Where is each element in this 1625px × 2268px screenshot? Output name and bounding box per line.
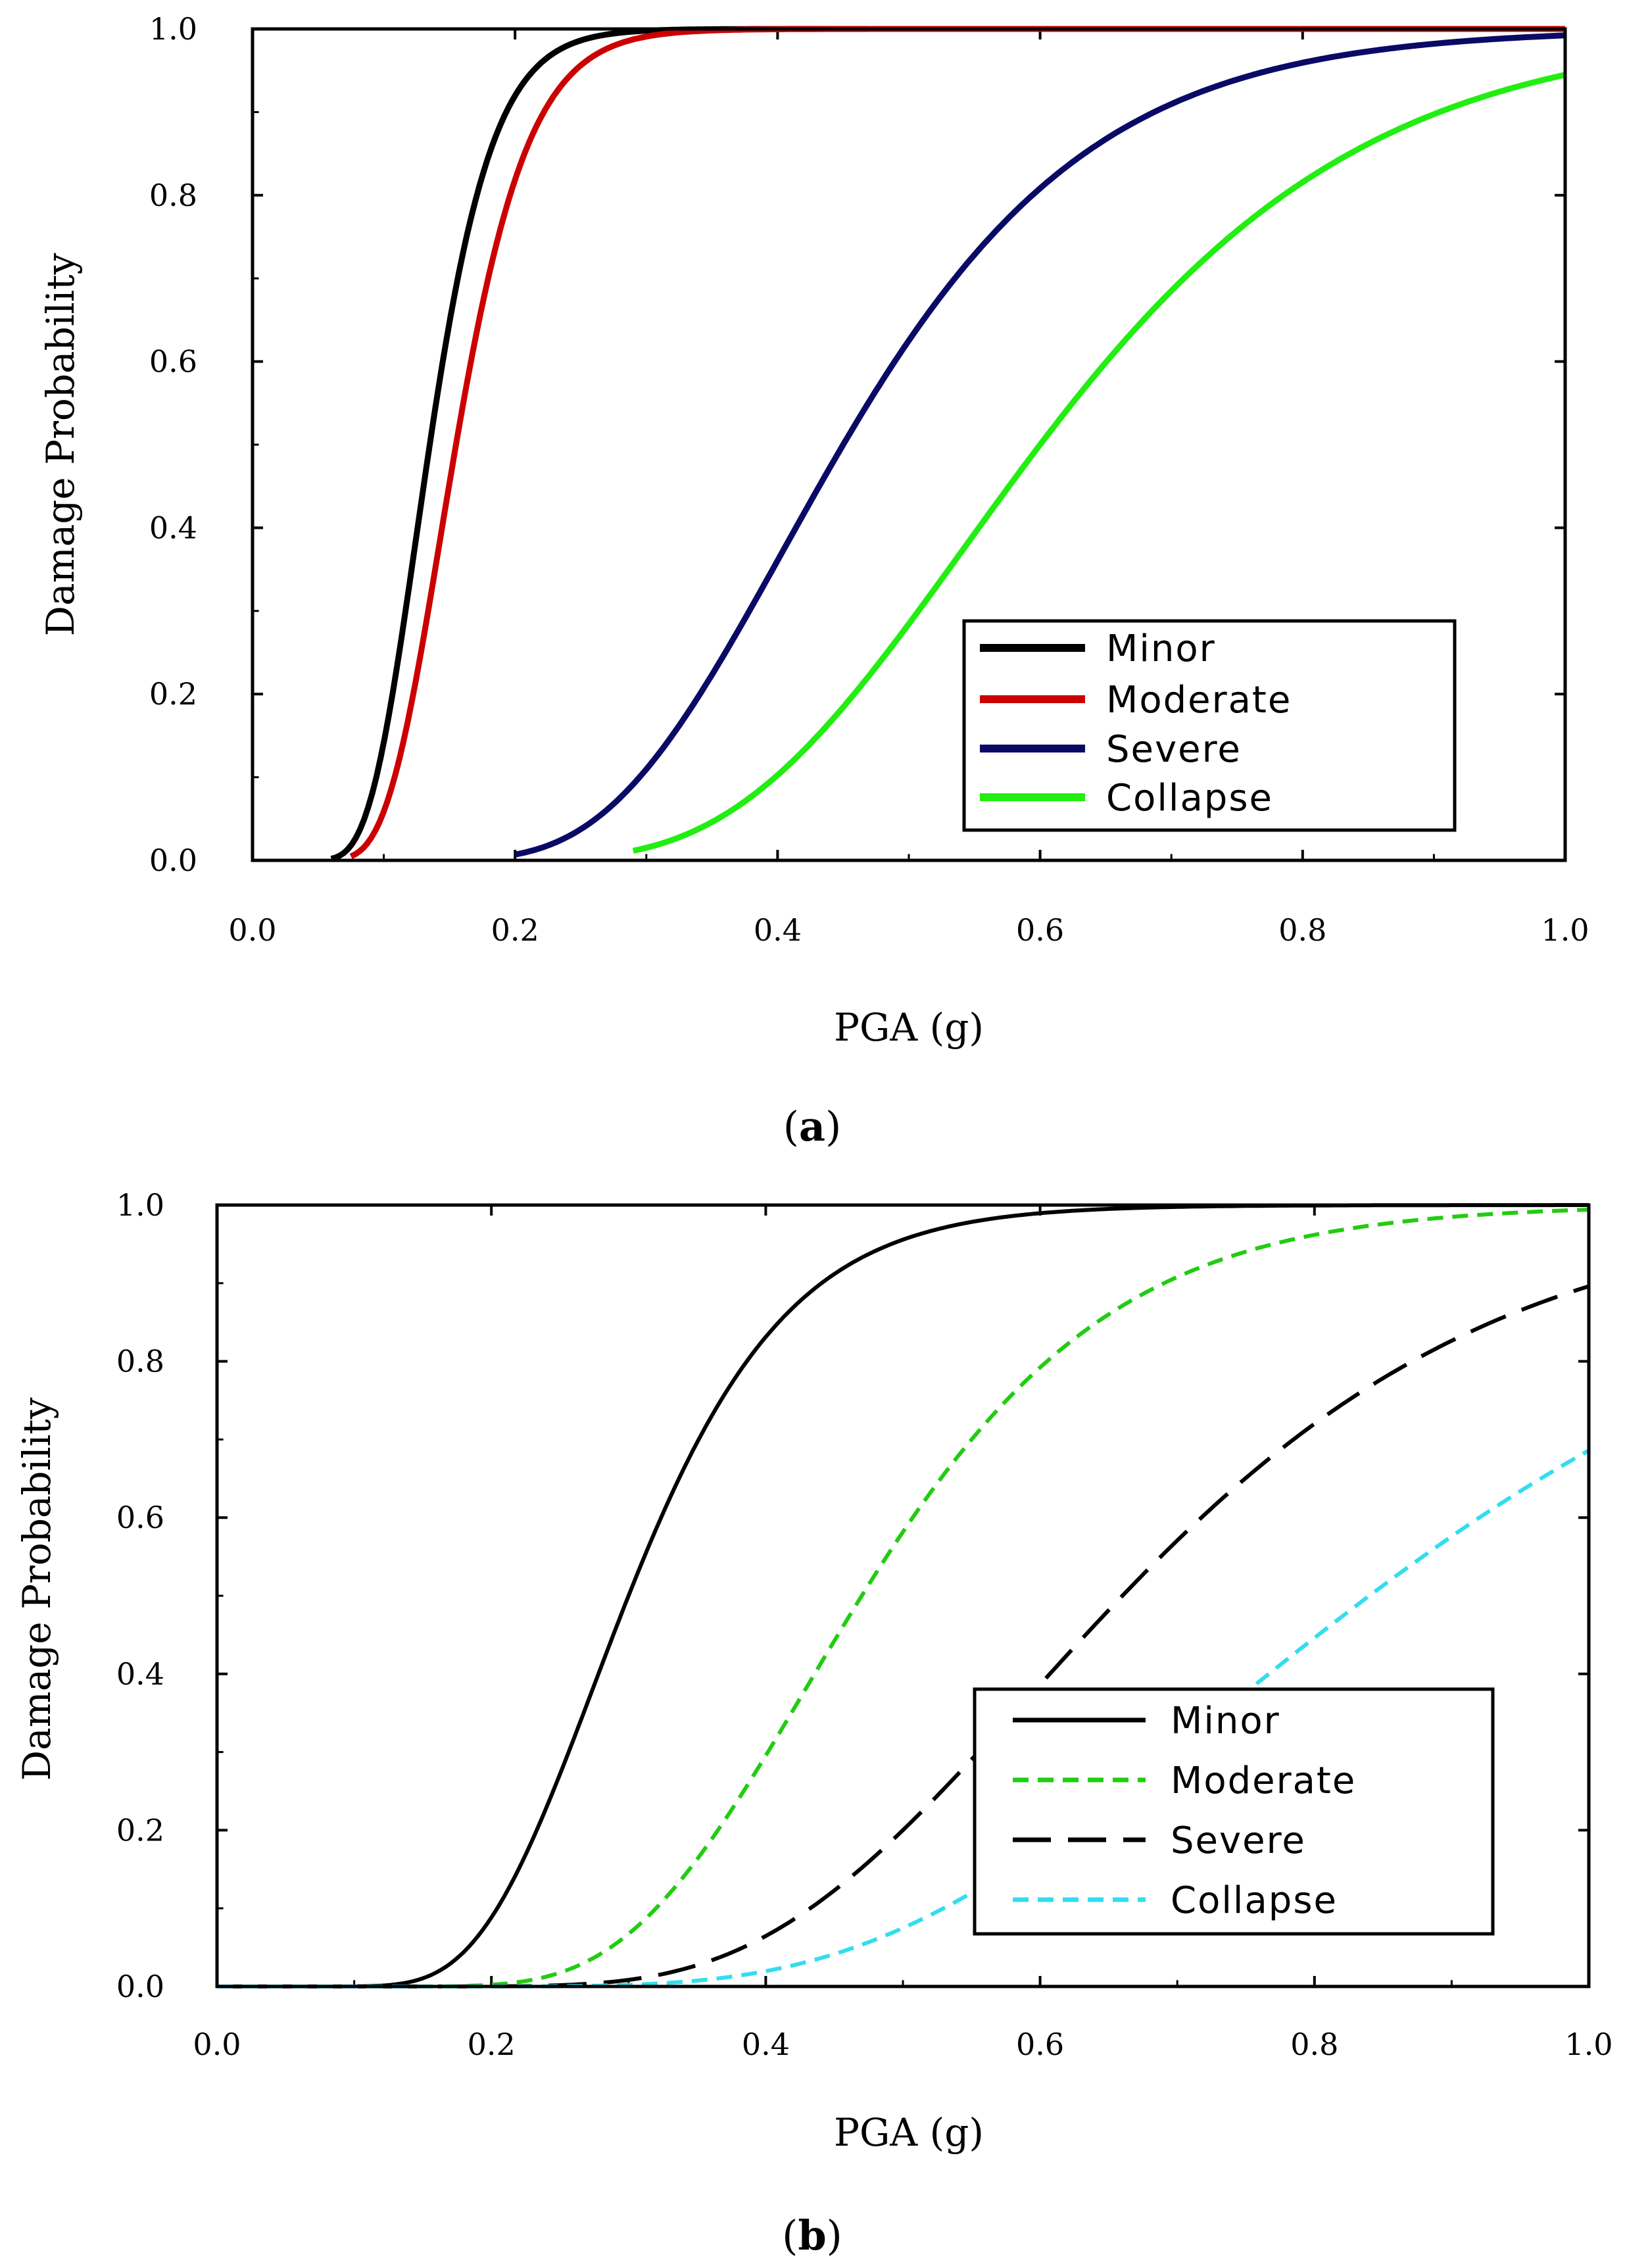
legend-label-minor: Minor [1106,628,1216,670]
x-tick-label: 1.0 [1564,2027,1613,2062]
x-tick-label: 0.4 [754,912,802,948]
x-tick-label: 0.2 [468,2027,516,2062]
x-tick-label: 0.4 [742,2027,790,2062]
curve-collapse [632,72,1566,854]
panel-a-label: (a) [783,1102,842,1150]
panel-b-x-axis-label: PGA (g) [834,2110,984,2155]
y-tick-label: 0.8 [116,1344,164,1379]
y-tick-label: 1.0 [116,1187,164,1223]
panel-b-legend-box [973,1687,1495,1936]
panel-b-y-axis-label: Damage Probability [14,1397,59,1781]
legend-label-severe: Severe [1106,728,1242,771]
panel-a-chart: 0.0 0.2 0.4 0.6 0.8 1.0 0.0 0.2 0.4 0.6 0.8 1.0 PGA… [38,11,1589,1150]
panel-b-legend: Minor Moderate Severe Collapse [973,1687,1495,1936]
legend-label-collapse: Collapse [1106,777,1273,820]
y-tick-label: 0.8 [149,178,197,213]
x-tick-label: 1.0 [1541,912,1589,948]
curve-severe [514,32,1566,858]
y-tick-label: 0.6 [149,344,197,380]
panel-a-y-axis-label: Damage Probability [38,253,83,636]
panel-a-legend: Minor Moderate Severe Collapse [962,619,1457,832]
y-tick-label: 0.6 [116,1500,164,1535]
x-tick-label: 0.6 [1016,2027,1064,2062]
x-tick-label: 0.8 [1290,2027,1338,2062]
y-tick-label: 0.0 [149,843,197,878]
panel-a-x-axis-label: PGA (g) [834,1005,984,1050]
legend-label-severe: Severe [1171,1819,1306,1862]
x-tick-label: 0.0 [228,912,276,948]
x-tick-label: 0.8 [1278,912,1326,948]
y-tick-label: 0.4 [116,1656,164,1692]
y-tick-label: 0.4 [149,510,197,545]
x-tick-label: 0.6 [1016,912,1064,948]
x-tick-label: 0.2 [491,912,539,948]
legend-label-minor: Minor [1171,1700,1280,1742]
panel-b-tick-labels: 0.0 0.2 0.4 0.6 0.8 1.0 0.0 0.2 0.4 0.6 0.8 1.0 [116,1187,1613,2062]
legend-label-collapse: Collapse [1171,1879,1338,1922]
y-tick-label: 0.2 [149,676,197,712]
panel-a-tick-labels: 0.0 0.2 0.4 0.6 0.8 1.0 0.0 0.2 0.4 0.6 0.8 1.0 [149,11,1589,948]
y-tick-label: 0.0 [116,1969,164,2004]
panel-b-chart: 0.0 0.2 0.4 0.6 0.8 1.0 0.0 0.2 0.4 0.6 0.8 1.0 PGA… [14,1187,1613,2259]
y-tick-label: 0.2 [116,1812,164,1848]
panel-b-label: (b) [782,2211,842,2259]
panel-a-plot-frame [251,27,1567,862]
legend-label-moderate: Moderate [1171,1760,1356,1802]
legend-label-moderate: Moderate [1106,679,1292,722]
y-tick-label: 1.0 [149,11,197,47]
panel-b-plot-frame [215,1203,1591,1988]
x-tick-label: 0.0 [193,2027,241,2062]
